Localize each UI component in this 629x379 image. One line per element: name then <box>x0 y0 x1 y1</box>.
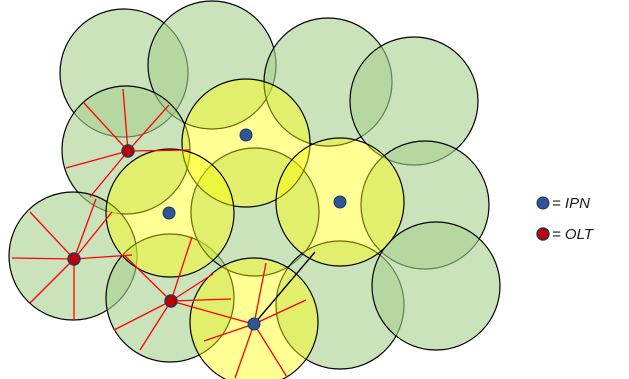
fiber-line <box>65 150 129 169</box>
olt-node <box>67 252 81 266</box>
legend: = IPN = OLT <box>536 195 595 243</box>
green-cell <box>190 147 320 277</box>
fiber-line <box>203 323 255 342</box>
fiber-line <box>253 323 288 378</box>
fiber-line <box>253 299 307 325</box>
olt-node <box>164 294 178 308</box>
green-cell <box>371 221 501 351</box>
fiber-line <box>73 198 97 260</box>
fiber-line <box>170 273 214 302</box>
olt-legend-marker <box>536 227 550 241</box>
fiber-line <box>73 211 113 260</box>
ipn-legend-label: = IPN <box>552 195 590 212</box>
backbone-link-group <box>253 251 316 325</box>
fiber-line <box>29 211 75 260</box>
fiber-line <box>29 258 75 304</box>
fiber-line <box>73 254 133 260</box>
legend-item-ipn: = IPN <box>536 195 590 212</box>
yellow-cell <box>181 78 311 208</box>
ipn-node <box>333 195 347 209</box>
fiber-line <box>170 300 254 325</box>
node-group <box>67 128 347 331</box>
fiber-line <box>253 262 267 325</box>
fiber-line <box>122 88 129 152</box>
olt-node <box>121 144 135 158</box>
fiber-line <box>127 149 191 152</box>
fiber-line <box>83 102 129 152</box>
fiber-line <box>170 298 232 302</box>
ipn-node <box>247 317 261 331</box>
ipn-node <box>162 206 176 220</box>
backbone-link <box>253 251 316 325</box>
fiber-line <box>234 323 255 379</box>
fiber-line-group <box>11 88 307 379</box>
fiber-line <box>113 300 172 331</box>
legend-item-olt: = OLT <box>536 226 595 243</box>
fiber-line <box>11 257 75 260</box>
fiber-line <box>170 236 193 302</box>
ipn-legend-marker <box>536 196 550 210</box>
ipn-node <box>239 128 253 142</box>
olt-legend-label: = OLT <box>552 226 595 243</box>
fiber-line <box>123 254 172 302</box>
fiber-line <box>89 150 129 198</box>
fiber-line <box>127 104 170 152</box>
fiber-line <box>139 300 172 351</box>
